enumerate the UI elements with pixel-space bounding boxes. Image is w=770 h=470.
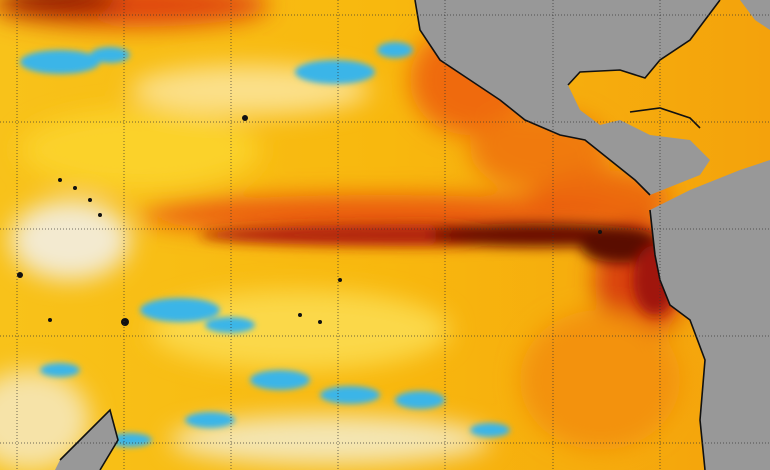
land (55, 0, 770, 470)
islands (17, 115, 602, 326)
coastline (59, 0, 721, 470)
cool-anomalies (20, 42, 698, 447)
